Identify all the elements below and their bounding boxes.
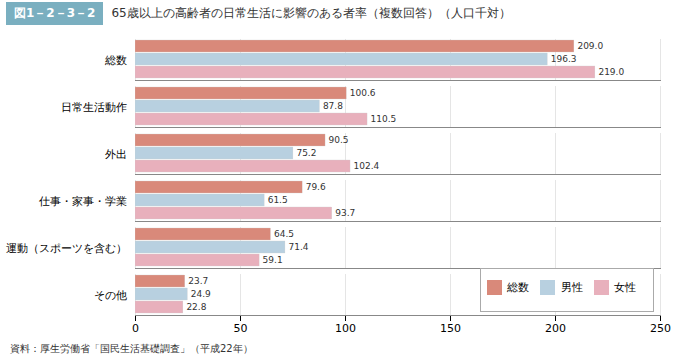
html-text:女性: 女性 [614,280,636,294]
svg-text:その他: その他 [94,289,127,302]
svg-text:196.3: 196.3 [551,54,577,64]
svg-text:24.9: 24.9 [191,289,211,299]
html-text:65歳以上の高齢者の日常生活に影響のある者率（複数回答）（人: 65歳以上の高齢者の日常生活に影響のある者率（複数回答）（人口千対） [111,5,511,20]
svg-text:23.7: 23.7 [188,276,208,286]
svg-text:250: 250 [650,322,671,335]
svg-text:87.8: 87.8 [323,101,343,111]
svg-text:61.5: 61.5 [268,195,288,205]
svg-text:外出: 外出 [105,148,127,161]
svg-text:運動（スポーツを含む）: 運動（スポーツを含む） [6,242,127,255]
svg-text:200: 200 [545,322,566,335]
svg-text:75.2: 75.2 [296,148,316,158]
svg-text:59.1: 59.1 [263,255,283,265]
svg-text:79.6: 79.6 [306,182,326,192]
html-text:資料：厚生労働省「国民生活基礎調査」（平成22年）: 資料：厚生労働省「国民生活基礎調査」（平成22年） [10,343,253,354]
svg-text:150: 150 [440,322,461,335]
svg-text:総数: 総数 [104,54,127,67]
svg-text:50: 50 [234,322,248,335]
svg-text:0: 0 [132,322,139,335]
svg-text:110.5: 110.5 [371,114,397,124]
svg-text:仕事・家事・学業: 仕事・家事・学業 [39,195,127,208]
svg-text:100.6: 100.6 [350,88,376,98]
svg-text:71.4: 71.4 [288,242,308,252]
svg-text:93.7: 93.7 [335,208,355,218]
html-text:総数: 総数 [507,280,529,294]
html-text:男性: 男性 [560,280,583,294]
svg-text:102.4: 102.4 [354,161,380,171]
svg-text:64.5: 64.5 [274,229,294,239]
svg-text:90.5: 90.5 [329,135,349,145]
svg-text:22.8: 22.8 [186,302,206,312]
svg-text:100: 100 [335,322,356,335]
html-text:図1－2－3－2: 図1－2－3－2 [14,5,96,20]
svg-text:219.0: 219.0 [598,67,624,77]
svg-text:日常生活動作: 日常生活動作 [61,101,127,114]
svg-text:209.0: 209.0 [577,41,603,51]
